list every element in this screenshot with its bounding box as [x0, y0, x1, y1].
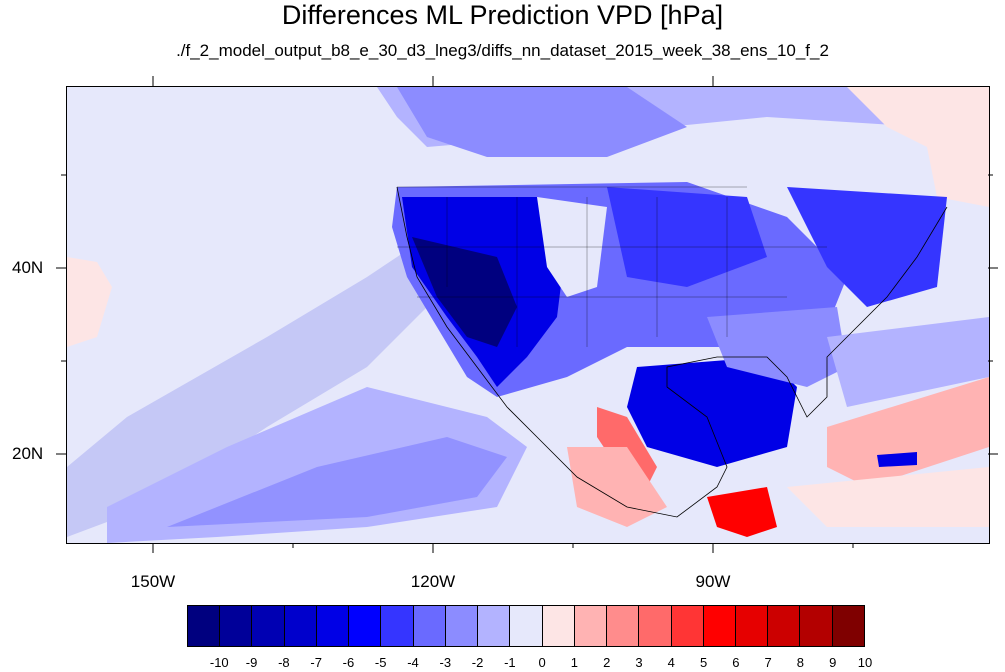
colorbar-cell [252, 606, 285, 646]
colorbar-cell [800, 606, 833, 646]
colorbar-cell [542, 606, 575, 646]
caribbean-blue-spot [877, 452, 917, 467]
colorbar-tick-label: 3 [635, 655, 643, 670]
canada-blue [397, 87, 687, 157]
lat-label-20n: 20N [12, 444, 44, 463]
colorbar-cell [639, 606, 672, 646]
colorbar-cell [381, 606, 414, 646]
map-title: Differences ML Prediction VPD [hPa] [281, 0, 724, 30]
vpd-difference-field [67, 87, 989, 543]
colorbar-tick-label: 0 [538, 655, 546, 670]
colorbar-cell [607, 606, 640, 646]
northeast-pink [847, 87, 989, 207]
great-basin-darkest [412, 237, 517, 347]
colorbar-cell [349, 606, 382, 646]
colorbar-tick-label: -9 [245, 655, 258, 670]
colorbar-tick-label: 5 [699, 655, 708, 670]
colorbar-tick-label: 8 [796, 655, 805, 670]
colorbar-cell [478, 606, 511, 646]
colorbar-tick-label: -1 [504, 655, 516, 670]
state-borders [397, 186, 827, 347]
colorbar-tick-label: 7 [764, 655, 772, 670]
atlantic-pink-band [827, 377, 989, 487]
colorbar-tick-label: 10 [857, 655, 873, 670]
colorbar-tick-label: -3 [439, 655, 452, 670]
pacific-light-blue-band [67, 237, 427, 537]
colorbar-cell [316, 606, 350, 646]
pacific-darker-blue [167, 437, 507, 527]
colorbar-cell [510, 606, 543, 646]
colorbar-cell [188, 606, 221, 646]
colorbar-cell [735, 606, 769, 646]
caribbean-pink [787, 467, 989, 527]
colorbar-tick-label: -10 [209, 655, 229, 670]
central-america-red [707, 487, 777, 537]
colorbar [187, 605, 865, 647]
lon-label-150w: 150W [130, 572, 176, 591]
colorbar-cell [832, 606, 864, 646]
colorbar-tick-label: -8 [278, 655, 290, 670]
colorbar-cell [284, 606, 317, 646]
gulf-blue [627, 357, 797, 467]
colorbar-cell [220, 606, 253, 646]
atlantic-blue [827, 317, 989, 407]
lon-label-120w: 120W [410, 572, 456, 591]
mexico-pink [567, 447, 667, 527]
colorbar-tick-label: -5 [374, 655, 387, 670]
colorbar-tick-label: -4 [407, 655, 419, 670]
southeast-light [707, 307, 847, 387]
colorbar-tick-label: 1 [570, 655, 579, 670]
map-subtitle: ./f_2_model_output_b8_e_30_d3_lneg3/diff… [176, 41, 829, 60]
coastline [396, 186, 948, 518]
colorbar-tick-label: 2 [603, 655, 611, 670]
colorbar-cell [671, 606, 704, 646]
map-plot-area [66, 86, 990, 544]
colorbar-cell [768, 606, 801, 646]
colorbar-tick-label: -6 [342, 655, 355, 670]
colorbar-tick-label: 6 [732, 655, 740, 670]
lat-label-40n: 40N [12, 258, 44, 277]
colorbar-tick-label: 9 [829, 655, 837, 670]
colorbar-cell [413, 606, 446, 646]
pacific-positive-patch [67, 257, 112, 347]
colorbar-tick-label: -7 [310, 655, 322, 670]
colorbar-tick-label: 4 [667, 655, 675, 670]
colorbar-cell [703, 606, 736, 646]
lon-label-90w: 90W [695, 572, 731, 591]
colorbar-cell [445, 606, 479, 646]
colorbar-cell [574, 606, 608, 646]
colorbar-tick-label: -2 [471, 655, 484, 670]
northeast-blue [787, 187, 947, 307]
